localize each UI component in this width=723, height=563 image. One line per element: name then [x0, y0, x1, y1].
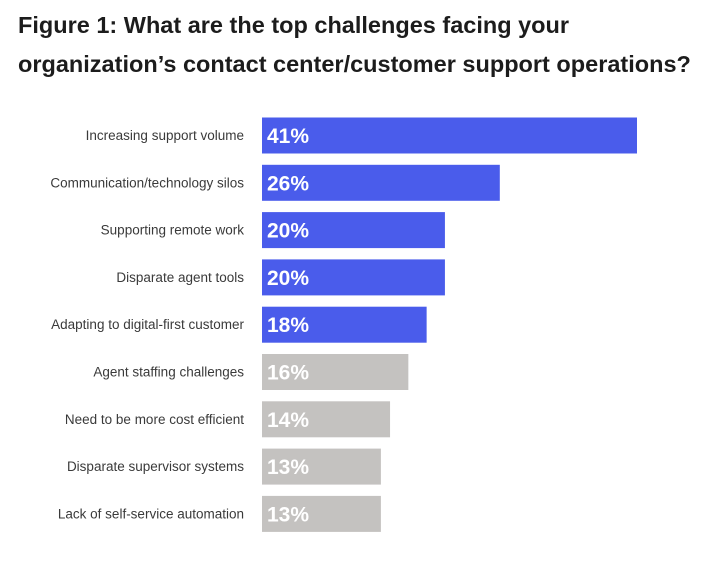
category-label-need-to-be-more-cost-efficient: Need to be more cost efficient: [65, 412, 244, 427]
category-label-disparate-supervisor-systems: Disparate supervisor systems: [67, 459, 244, 474]
category-label-supporting-remote-work: Supporting remote work: [101, 223, 245, 238]
category-label-disparate-agent-tools: Disparate agent tools: [116, 270, 244, 285]
bar-agent-staffing-challenges: [262, 354, 409, 390]
value-label-communication-technology-silos: 26%: [267, 172, 309, 195]
value-label-agent-staffing-challenges: 16%: [267, 362, 309, 385]
category-label-agent-staffing-challenges: Agent staffing challenges: [93, 365, 244, 380]
category-label-increasing-support-volume: Increasing support volume: [86, 128, 244, 143]
category-label-adapting-to-digital-first-customer: Adapting to digital-first customer: [51, 317, 244, 332]
bar-lack-of-self-service-automation: [262, 495, 381, 532]
value-label-disparate-supervisor-systems: 13%: [267, 456, 309, 479]
bar-supporting-remote-work: [262, 212, 445, 249]
bar-communication-technology-silos: [262, 164, 500, 201]
bar-disparate-agent-tools: [262, 259, 445, 296]
value-label-adapting-to-digital-first-customer: 18%: [267, 314, 309, 337]
value-label-supporting-remote-work: 20%: [267, 220, 309, 243]
bar-need-to-be-more-cost-efficient: [262, 401, 391, 438]
bar-adapting-to-digital-first-customer: [262, 306, 427, 343]
chart-title: Figure 1: What are the top challenges fa…: [18, 12, 691, 77]
bar-disparate-supervisor-systems: [262, 448, 381, 485]
category-label-lack-of-self-service-automation: Lack of self-service automation: [58, 506, 244, 521]
bar-increasing-support-volume: [262, 117, 637, 154]
value-label-need-to-be-more-cost-efficient: 14%: [267, 409, 309, 432]
value-label-disparate-agent-tools: 20%: [267, 267, 309, 290]
category-label-communication-technology-silos: Communication/technology silos: [50, 175, 244, 190]
value-label-increasing-support-volume: 41%: [267, 125, 309, 148]
value-label-lack-of-self-service-automation: 13%: [267, 503, 309, 526]
